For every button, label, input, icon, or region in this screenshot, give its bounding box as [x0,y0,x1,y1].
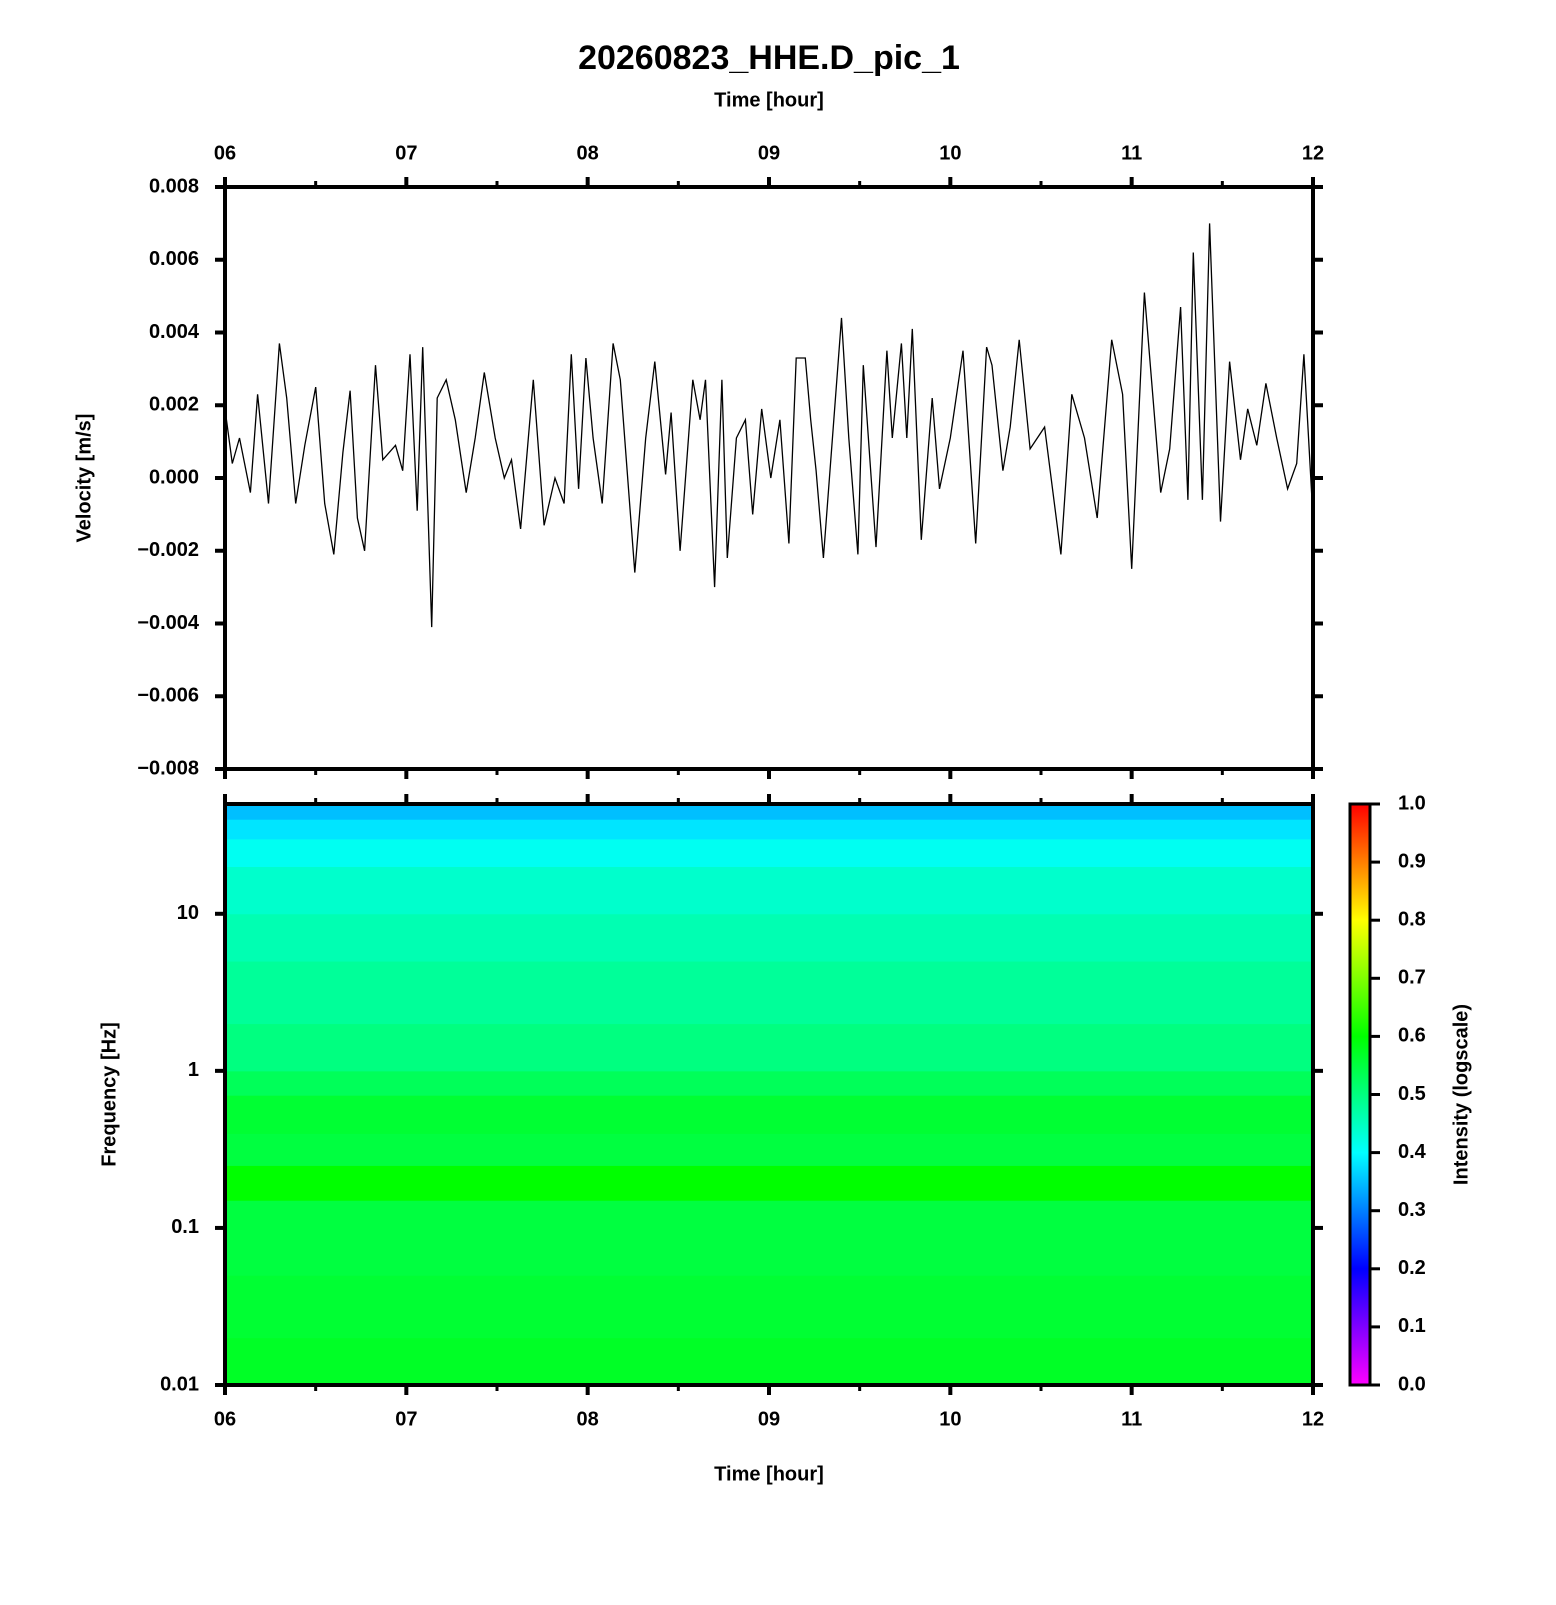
colorbar-tick-label: 0.9 [1398,850,1426,872]
spectrogram-band [225,1337,1313,1386]
spectrogram-band [225,1023,1313,1072]
x-tick-label: 11 [1121,1408,1142,1430]
spectrogram-band [225,1200,1313,1229]
x-tick-label: 10 [939,142,961,164]
spectrogram-band [225,1165,1313,1201]
y-tick-label: 10 [177,902,199,924]
y-tick-label: −0.002 [137,539,199,561]
colorbar-tick-label: 0.8 [1398,908,1426,930]
spectrogram-band [225,1095,1313,1134]
spectrogram-band [225,1133,1313,1166]
x-tick-label: 08 [577,142,599,164]
spectrogram-band [225,1227,1313,1276]
y-tick-label: 0.01 [160,1373,199,1395]
x-tick-label: 07 [395,142,417,164]
x-tick-label: 12 [1302,1408,1324,1430]
colorbar-tick-label: 0.3 [1398,1199,1426,1221]
spectrogram-band [225,913,1313,962]
chart-title: 20260823_HHE.D_pic_1 [578,39,960,77]
x-axis-label: Time [hour] [714,89,824,111]
colorbar-tick-label: 0.4 [1398,1141,1427,1163]
spectrogram-band [225,819,1313,840]
x-tick-label: 07 [395,1408,417,1430]
x-axis-label: Time [hour] [714,1463,824,1485]
waveform [224,223,1314,628]
plot-frame [223,185,1315,771]
y-tick-label: −0.006 [137,685,199,707]
spectrogram-band [225,1275,1313,1339]
y-tick-label: 0.1 [171,1216,199,1238]
colorbar-tick-label: 0.7 [1398,967,1426,989]
x-tick-label: 09 [758,1408,780,1430]
y-tick-label: −0.008 [137,757,199,779]
colorbar-tick-label: 0.2 [1398,1257,1426,1279]
y-tick-label: −0.004 [137,612,200,634]
y-axis-label: Velocity [m/s] [73,414,95,543]
y-tick-label: 0.004 [149,321,200,343]
y-tick-label: 0.008 [149,175,199,197]
colorbar [1348,802,1372,1387]
x-tick-label: 11 [1121,142,1142,164]
colorbar-label: Intensity (logscale) [1450,1004,1472,1185]
spectrogram-band [225,866,1313,915]
colorbar-tick-label: 0.0 [1398,1373,1426,1395]
spectrogram-band [225,804,1313,820]
colorbar-tick-label: 0.1 [1398,1315,1426,1337]
spectrogram-band [225,838,1313,868]
spectrogram-band [225,1070,1313,1096]
x-tick-label: 12 [1302,142,1324,164]
x-tick-label: 10 [939,1408,961,1430]
y-axis-label: Frequency [Hz] [98,1022,120,1166]
y-tick-label: 0.002 [149,394,199,416]
y-tick-label: 1 [188,1059,199,1081]
y-tick-label: 0.006 [149,248,199,270]
x-tick-label: 08 [577,1408,599,1430]
colorbar-tick-label: 1.0 [1398,792,1426,814]
x-tick-label: 09 [758,142,780,164]
colorbar-tick-label: 0.5 [1398,1083,1426,1105]
spectrogram-band [225,961,1313,1025]
x-tick-label: 06 [214,1408,236,1430]
y-tick-label: 0.000 [149,466,199,488]
colorbar-tick-label: 0.6 [1398,1025,1426,1047]
x-tick-label: 06 [214,142,236,164]
